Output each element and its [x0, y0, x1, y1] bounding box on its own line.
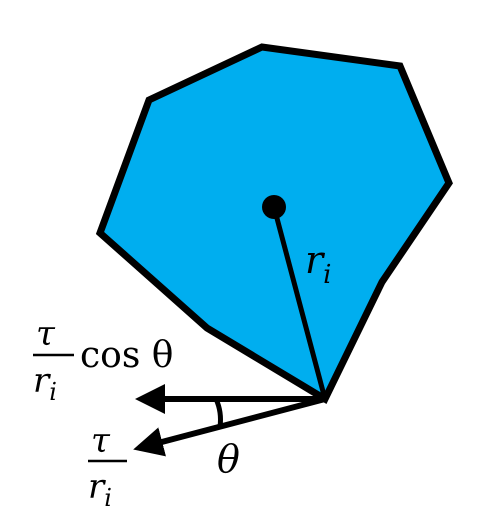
- radius-line: [271, 206, 328, 400]
- force-numerator: τ: [91, 421, 111, 461]
- projected-force-suffix: cos θ: [80, 335, 173, 376]
- force-denominator-sub: i: [104, 484, 112, 512]
- radius-label-sub: i: [323, 260, 331, 290]
- force-label: τ ri: [88, 421, 127, 512]
- force-arrow: [133, 396, 326, 457]
- projected-force-label: τ ri cos θ: [33, 314, 173, 406]
- force-denominator: ri: [88, 467, 112, 512]
- angle-arc: [213, 397, 223, 428]
- projected-force-numerator: τ: [36, 314, 56, 354]
- angle-label: θ: [217, 437, 240, 481]
- radius-label: ri: [305, 238, 332, 290]
- rigid-body-polygon: [95, 43, 453, 404]
- projected-force-denominator-sub: i: [49, 378, 57, 406]
- projected-force-denominator: ri: [33, 361, 57, 406]
- radius-label-base: r: [305, 238, 326, 282]
- projected-force-denominator-base: r: [33, 361, 51, 401]
- force-denominator-base: r: [88, 467, 106, 507]
